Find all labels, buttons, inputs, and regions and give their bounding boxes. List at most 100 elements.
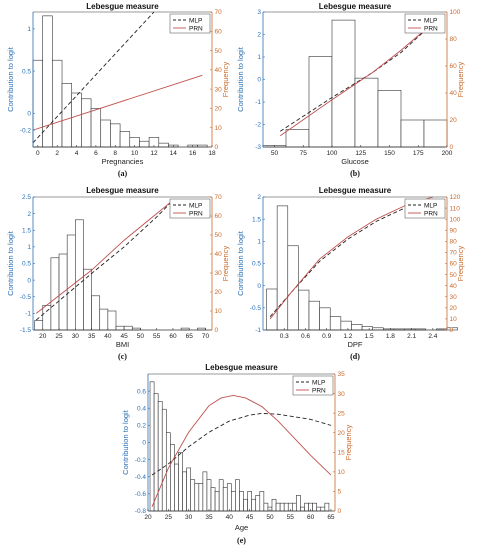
y-right-tick-label: 30	[215, 270, 223, 277]
histogram-bar	[119, 131, 131, 148]
y-right-tick-label: 35	[338, 371, 346, 378]
y-right-tick-label: 100	[450, 9, 461, 16]
histogram-bar	[157, 401, 163, 512]
y-right-tick-label: 0	[338, 508, 342, 515]
x-tick-label: 1.2	[343, 333, 352, 340]
x-tick-label: 2	[55, 150, 59, 157]
y-right-tick-label: 0	[215, 327, 219, 334]
y-right-tick-label: 80	[450, 239, 458, 246]
histogram-bar	[251, 498, 257, 512]
x-axis-label: Glucose	[341, 157, 369, 166]
histogram-bar	[275, 502, 281, 512]
y-left-tick-label: -1.5	[20, 327, 32, 334]
histogram-bar	[235, 479, 240, 512]
x-tick-label: 10	[131, 150, 139, 157]
x-tick-label: 20	[39, 333, 47, 340]
histogram-bar	[202, 471, 208, 512]
y-right-tick-label: 70	[450, 250, 458, 257]
histogram-bar	[32, 59, 43, 148]
histogram-bar	[222, 487, 228, 512]
y-right-tick-label: 90	[450, 227, 458, 234]
histogram-bar	[91, 295, 101, 331]
histogram-bar	[340, 320, 352, 331]
histogram-bar	[354, 77, 379, 148]
y-right-tick-label: 40	[215, 251, 223, 258]
x-tick-label: 45	[246, 514, 254, 521]
histogram-bar	[324, 502, 330, 512]
histogram-bar	[255, 495, 261, 512]
y-right-tick-label: 40	[215, 67, 223, 74]
x-tick-label: 35	[88, 333, 96, 340]
histogram-bar	[71, 92, 82, 148]
x-tick-label: 45	[121, 333, 129, 340]
histogram-bar	[99, 308, 109, 331]
histogram-bar	[331, 19, 356, 148]
y-left-tick-label: 0	[257, 77, 261, 84]
y-right-tick-label: 50	[215, 48, 223, 55]
y-right-axis-label: Frequency	[221, 246, 230, 282]
histogram-bar	[361, 326, 373, 331]
y-right-tick-label: 40	[450, 283, 458, 290]
histogram-bar	[276, 205, 289, 331]
y-left-tick-label: 2	[257, 194, 261, 201]
y-right-tick-label: 100	[450, 216, 461, 223]
x-tick-label: 30	[72, 333, 80, 340]
x-tick-label: 1.5	[365, 333, 374, 340]
x-tick-label: 65	[327, 514, 335, 521]
y-right-tick-label: 20	[450, 117, 458, 124]
histogram-bar	[423, 119, 448, 148]
histogram-bar	[218, 479, 224, 512]
y-left-tick-label: 0.5	[252, 261, 261, 268]
y-right-tick-label: 20	[215, 289, 223, 296]
y-right-tick-label: 10	[450, 316, 458, 323]
histogram-bar	[283, 502, 289, 512]
x-tick-label: 20	[144, 514, 152, 521]
histogram-bar	[400, 119, 425, 148]
x-tick-label: 40	[104, 333, 112, 340]
x-tick-label: 12	[150, 150, 158, 157]
histogram-bar	[316, 506, 322, 512]
chart-title: Lebesgue measure	[205, 363, 278, 372]
x-tick-label: 55	[153, 333, 161, 340]
y-right-tick-label: 60	[450, 63, 458, 70]
y-left-tick-label: -0.6	[135, 491, 147, 498]
y-right-tick-label: 25	[338, 410, 346, 417]
x-tick-label: 100	[327, 150, 338, 157]
histogram-bar	[300, 506, 305, 512]
y-right-tick-label: 70	[215, 194, 223, 201]
y-left-tick-label: 1	[257, 54, 261, 61]
y-right-tick-label: 15	[338, 449, 346, 456]
histogram-bar	[259, 491, 265, 512]
x-tick-label: 0.9	[322, 333, 331, 340]
y-right-tick-label: 20	[215, 106, 223, 113]
legend-label-mlp: MLP	[312, 379, 325, 386]
y-left-tick-label: 1	[27, 26, 31, 33]
histogram-bar	[308, 300, 320, 331]
x-axis-label: DPF	[348, 340, 363, 349]
y-left-tick-label: -1	[255, 99, 261, 106]
histogram-bar	[239, 491, 244, 512]
histogram-bar	[296, 495, 301, 512]
histogram-bar	[81, 98, 92, 148]
histogram-bar	[194, 483, 200, 512]
histogram-bar	[377, 90, 402, 148]
histogram-bar	[271, 498, 277, 512]
x-axis-label: Age	[235, 523, 248, 532]
chart-title: Lebesgue measure	[319, 2, 392, 11]
x-tick-label: 16	[189, 150, 197, 157]
chart-panel-1: 0 2 4 6 8 10 12 14 16 18-0.200.51010203040506070L…	[6, 2, 230, 178]
x-tick-label: 35	[205, 514, 213, 521]
panel-caption: (e)	[237, 536, 246, 545]
histogram-bar	[206, 479, 212, 512]
histogram-bar	[298, 289, 310, 331]
histogram-bar	[279, 502, 285, 512]
y-right-tick-label: 30	[338, 391, 346, 398]
y-left-tick-label: -2	[255, 122, 261, 129]
x-tick-label: 175	[413, 150, 424, 157]
y-right-axis-label: Frequency	[456, 62, 465, 98]
histogram-bar	[243, 498, 248, 512]
histogram-bar	[198, 483, 204, 512]
x-tick-label: 65	[186, 333, 194, 340]
histogram-bar	[90, 108, 102, 148]
